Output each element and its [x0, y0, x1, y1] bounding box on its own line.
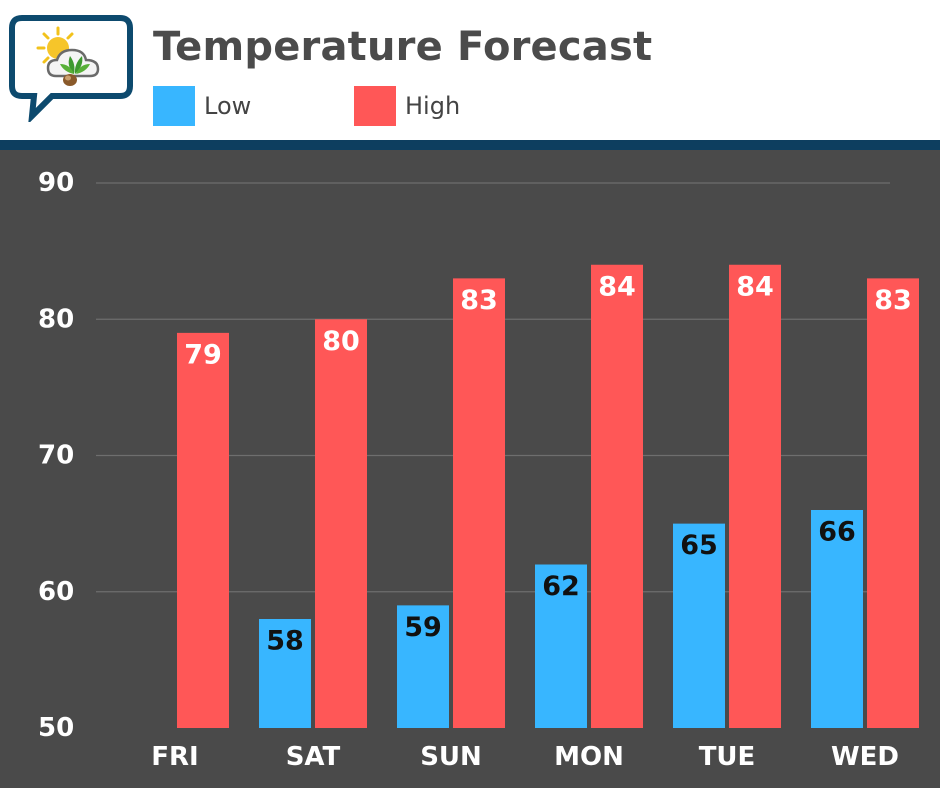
bar-low-mon: [535, 564, 587, 728]
data-label: 62: [542, 571, 580, 602]
data-label: 79: [184, 339, 222, 370]
bar-chart: 50 60 70 80 90 79 FRI 58 80 SAT 59 83 SUN 62 84 MON 65 84…: [38, 168, 919, 772]
bar-low-sun: [397, 605, 449, 728]
bar-low-sat: [259, 619, 311, 728]
legend-item-high: High: [354, 86, 460, 126]
legend-item-low: Low: [153, 86, 251, 126]
header-band: [0, 140, 940, 150]
data-label: 66: [818, 517, 856, 548]
y-tick-label: 50: [38, 713, 74, 743]
data-label: 84: [736, 271, 774, 302]
x-tick-label: SAT: [286, 742, 341, 772]
x-tick-label: MON: [554, 742, 624, 772]
y-tick-label: 70: [38, 441, 74, 471]
bar-high-sat: [315, 319, 367, 728]
legend-swatch-high: [354, 86, 396, 126]
bar-high-tue: [729, 264, 781, 728]
y-tick-label: 60: [38, 577, 74, 607]
bar-high-mon: [591, 264, 643, 728]
data-label: 83: [874, 285, 912, 316]
data-label: 59: [404, 612, 442, 643]
data-label: 80: [322, 326, 360, 357]
legend-label-high: High: [405, 92, 461, 120]
legend-label-low: Low: [204, 92, 252, 120]
data-label: 65: [680, 530, 718, 561]
legend-swatch-low: [153, 86, 195, 126]
data-label: 58: [266, 626, 304, 657]
bar-low-tue: [673, 523, 725, 728]
x-tick-label: TUE: [699, 742, 756, 772]
y-tick-label: 80: [38, 304, 74, 334]
x-tick-label: WED: [831, 742, 899, 772]
data-label: 83: [460, 285, 498, 316]
x-tick-label: SUN: [420, 742, 482, 772]
y-tick-label: 90: [38, 168, 74, 198]
bar-low-wed: [811, 510, 863, 728]
bar-high-wed: [867, 278, 919, 728]
x-tick-label: FRI: [151, 742, 198, 772]
weather-chat-bubble-icon: [9, 15, 133, 122]
bar-high-fri: [177, 332, 229, 728]
chart-title: Temperature Forecast: [153, 24, 653, 70]
data-label: 84: [598, 271, 636, 302]
header: Temperature Forecast Low High: [0, 0, 940, 140]
bar-high-sun: [453, 278, 505, 728]
